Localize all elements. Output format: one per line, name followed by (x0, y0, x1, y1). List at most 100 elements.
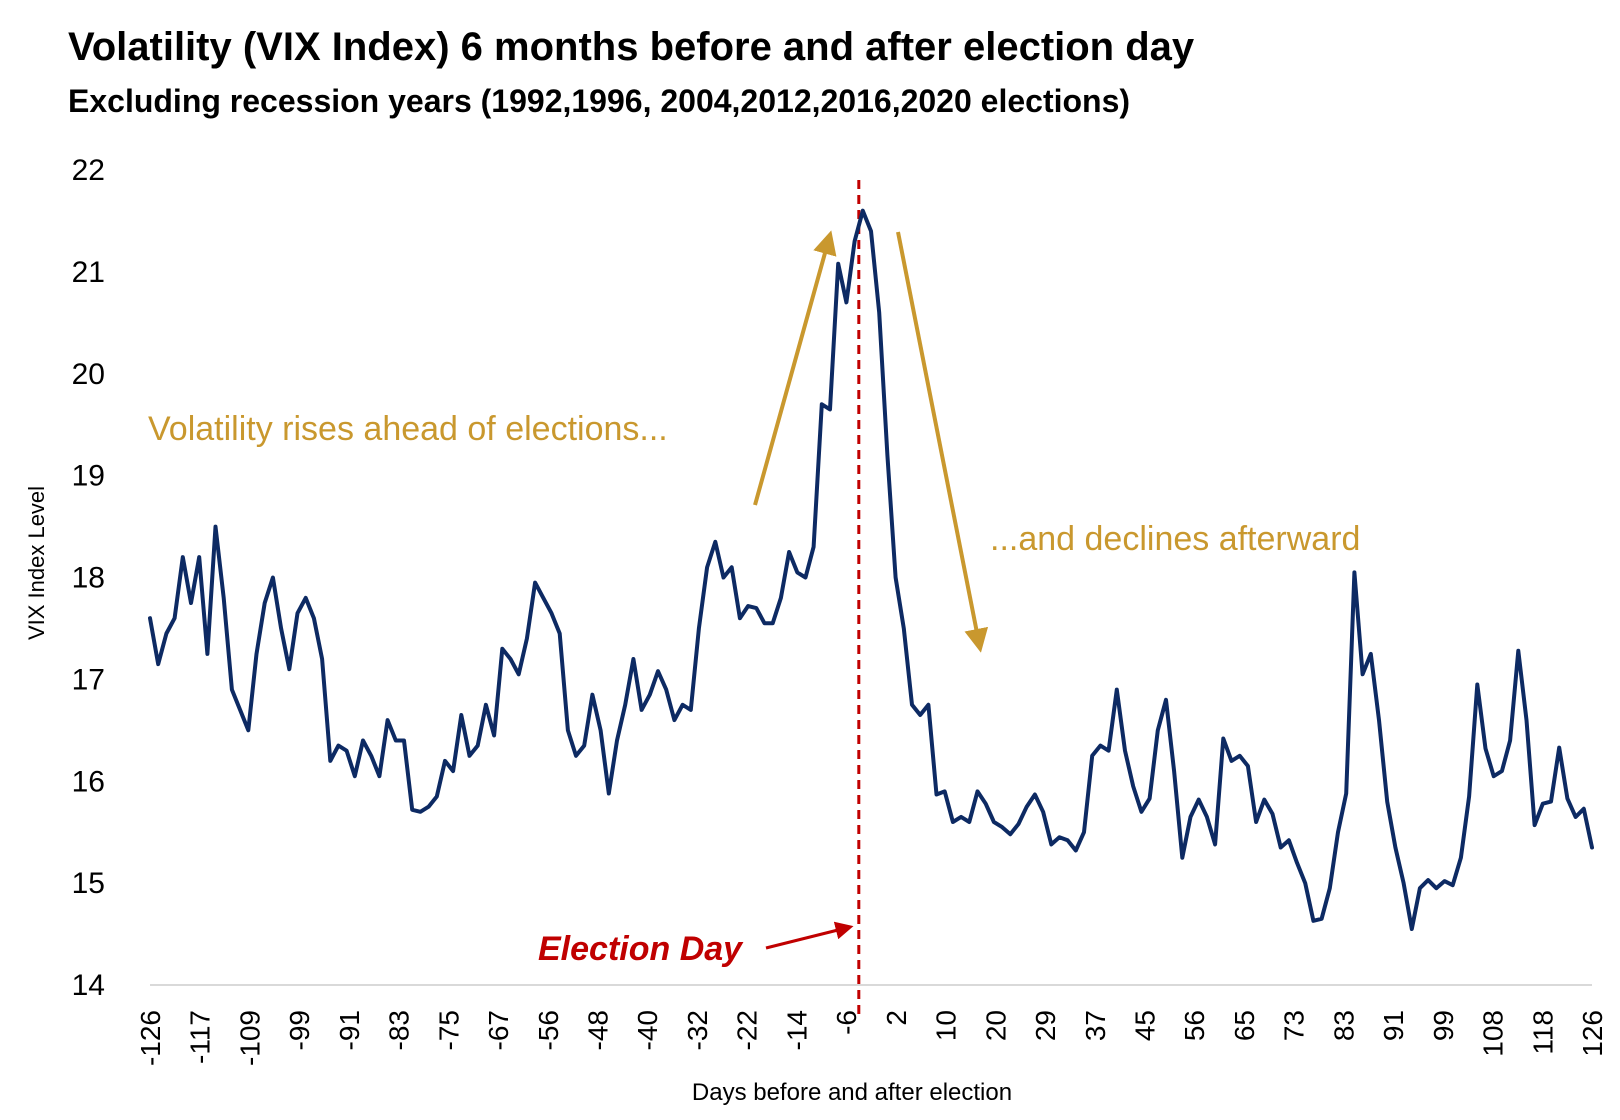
data-point (746, 604, 750, 608)
data-point (607, 792, 611, 796)
data-point (1254, 820, 1258, 824)
data-points (148, 209, 1594, 931)
data-point (1115, 688, 1119, 692)
x-tick-label: -6 (831, 1010, 862, 1035)
data-point (1582, 807, 1586, 811)
data-point (1123, 749, 1127, 753)
data-point (230, 688, 234, 692)
data-point (1041, 810, 1045, 814)
data-point (1197, 798, 1201, 802)
data-point (631, 657, 635, 661)
data-point (1557, 746, 1561, 750)
x-tick-label: 37 (1080, 1010, 1111, 1041)
chart-subtitle: Excluding recession years (1992,1996, 20… (68, 83, 1130, 119)
data-point (484, 703, 488, 707)
data-point (1148, 797, 1152, 801)
data-point (1164, 698, 1168, 702)
x-tick-label: 83 (1328, 1010, 1359, 1041)
data-point (1180, 856, 1184, 860)
x-tick-label: 91 (1378, 1010, 1409, 1041)
data-point (336, 744, 340, 748)
data-point (418, 810, 422, 814)
x-tick-label: 10 (931, 1010, 962, 1041)
data-point (369, 754, 373, 758)
data-point (517, 672, 521, 676)
decline-annotation: ...and declines afterward (990, 520, 1360, 558)
data-point (582, 744, 586, 748)
x-tick-label: 20 (980, 1010, 1011, 1041)
data-point (1311, 919, 1315, 923)
data-point (296, 611, 300, 615)
data-point (394, 739, 398, 743)
data-point (402, 739, 406, 743)
data-point (361, 739, 365, 743)
x-tick-label: -32 (682, 1010, 713, 1050)
data-point (1475, 683, 1479, 687)
data-point (844, 300, 848, 304)
data-point (181, 555, 185, 559)
data-point (1508, 739, 1512, 743)
y-tick-label: 16 (72, 765, 105, 798)
x-tick-label: -14 (781, 1010, 812, 1050)
data-point (648, 693, 652, 697)
y-tick-label: 21 (72, 256, 105, 289)
data-point (312, 616, 316, 620)
data-point (377, 774, 381, 778)
data-point (1516, 649, 1520, 653)
data-point (1565, 797, 1569, 801)
data-point (1467, 795, 1471, 799)
rise-annotation: Volatility rises ahead of elections... (148, 410, 668, 448)
data-point (279, 626, 283, 630)
data-point (1533, 823, 1537, 827)
x-axis-ticks: -126 -117 -109 -99 -91 -83 -75 -67 -56 -48 -40 -32-… (135, 1010, 1608, 1066)
data-point (156, 662, 160, 666)
data-point (1434, 886, 1438, 890)
x-tick-label: -109 (234, 1010, 265, 1066)
data-point (1066, 838, 1070, 842)
data-point (427, 805, 431, 809)
x-tick-label: 45 (1129, 1010, 1160, 1041)
data-point (1549, 800, 1553, 804)
data-point (1369, 652, 1373, 656)
data-point (246, 728, 250, 732)
data-point (1385, 800, 1389, 804)
data-point (697, 626, 701, 630)
data-point (197, 555, 201, 559)
x-tick-label: 99 (1428, 1010, 1459, 1041)
data-point (500, 647, 504, 651)
data-point (1230, 759, 1234, 763)
data-point (1443, 879, 1447, 883)
data-point (1402, 881, 1406, 885)
data-point (943, 789, 947, 793)
data-point (1377, 718, 1381, 722)
y-axis-label: VIX Index Level (24, 486, 49, 640)
data-point (189, 601, 193, 605)
data-point (435, 795, 439, 799)
x-tick-label: -99 (284, 1010, 315, 1050)
data-point (410, 808, 414, 812)
data-point (1574, 815, 1578, 819)
data-point (328, 759, 332, 763)
x-tick-label: -22 (732, 1010, 763, 1050)
decline-arrow (896, 231, 989, 653)
election-day-arrow (765, 921, 854, 950)
data-point (1295, 861, 1299, 865)
data-point (1156, 728, 1160, 732)
x-tick-label: -48 (583, 1010, 614, 1050)
data-point (1279, 846, 1283, 850)
data-point (1025, 805, 1029, 809)
data-point (214, 525, 218, 529)
data-point (566, 728, 570, 732)
x-tick-label: -83 (384, 1010, 415, 1050)
data-point (590, 693, 594, 697)
data-point (1426, 878, 1430, 882)
y-tick-label: 22 (72, 154, 105, 187)
y-tick-label: 15 (72, 867, 105, 900)
y-tick-label: 20 (72, 358, 105, 391)
data-point (926, 703, 930, 707)
data-point (779, 596, 783, 600)
x-tick-label: -40 (632, 1010, 663, 1050)
x-tick-label: 73 (1279, 1010, 1310, 1041)
data-point (894, 576, 898, 580)
